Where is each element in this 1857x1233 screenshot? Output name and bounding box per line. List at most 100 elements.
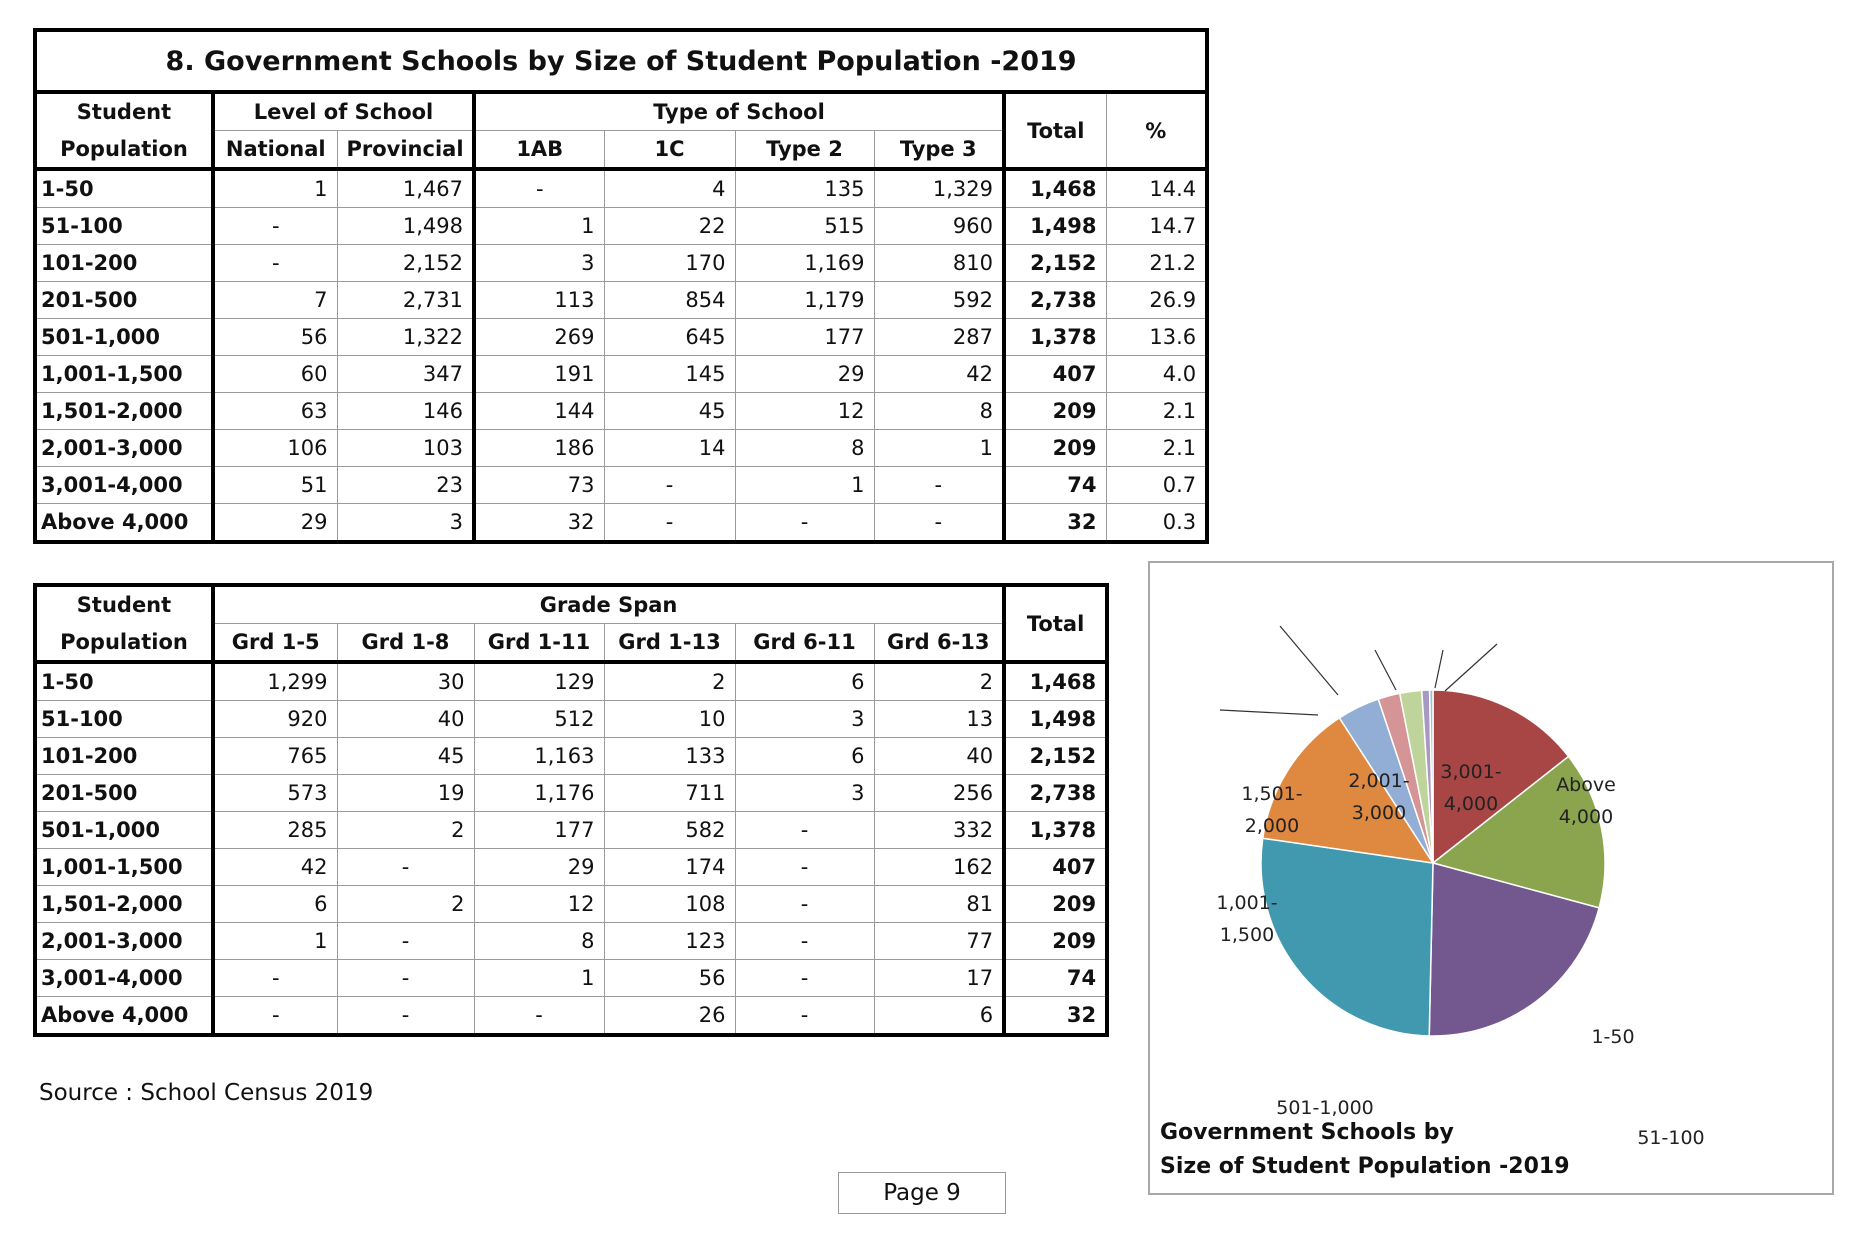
row-label: 3,001-4,000 [34,959,215,997]
table-cell: 2.1 [1105,392,1208,430]
table-cell: 1,329 [873,168,1005,208]
table-cell: 2 [873,661,1005,701]
table-cell: 45 [603,392,736,430]
table-cell: 26 [603,996,736,1036]
table-row: 2,001-3,000 1-8 123-77 209 [34,922,1108,960]
row-label: 51-100 [34,700,215,738]
col-grd-6-11: Grd 6-11 [734,623,875,664]
student-population-header-line2: Population [34,130,215,171]
table-cell: 14.4 [1105,168,1208,208]
total-cell: 2,152 [1002,737,1108,775]
table-cell: - [603,466,736,504]
table-cell: 1 [873,429,1005,467]
table-cell: 0.3 [1105,503,1208,543]
table-cell: 51 [212,466,338,504]
table-cell: 256 [873,774,1005,812]
student-population-header: Student [34,584,215,624]
page-number: Page 9 [838,1172,1006,1214]
table-row: 51-100 920 40 512 10 3 13 1,498 [34,700,1108,738]
total-cell: 32 [1002,503,1107,543]
total-cell: 1,468 [1002,661,1108,701]
pie-chart-svg: 1-5051-100101-200201-500501-1,0001,001-1… [1216,625,1705,1149]
table-cell: 1 [473,959,605,997]
table-cell: 6 [734,661,875,701]
table-row: 1-50 1,299 30 129 2 6 2 1,468 [34,661,1108,701]
pie-label-1-501-2-000: 1,501-2,000 [1241,783,1302,837]
table-cell: - [734,922,875,960]
col-national: National [212,130,338,171]
total-cell: 1,498 [1002,700,1108,738]
table-cell: 1,299 [212,661,338,701]
total-cell: 209 [1002,885,1108,923]
pie-label-1-50: 1-50 [1591,1026,1634,1048]
pie-slice-101-200 [1428,862,1601,1037]
pie-chart: 1-5051-100101-200201-500501-1,0001,001-1… [1148,561,1834,1195]
table-cell: 45 [336,737,475,775]
row-label: 1-50 [34,168,215,208]
table-cell: 60 [212,355,338,393]
total-cell: 407 [1002,848,1108,886]
col-grd-1-8: Grd 1-8 [336,623,475,664]
table-body: 1-50 1,299 30 129 2 6 2 1,468 51-100 920 40 512 10 3 1… [34,661,1108,1036]
pie-slice-201-500 [1260,837,1434,1037]
total-cell: 2,738 [1002,281,1107,319]
table-cell: 920 [212,700,338,738]
table-row: 1,001-1,500 60 347 191 145 29 42 407 4.0 [34,355,1208,393]
table-cell: 8 [873,392,1005,430]
table-cell: 29 [734,355,875,393]
table-cell: 592 [873,281,1005,319]
table-cell: - [734,503,875,543]
table-cell: 81 [873,885,1005,923]
total-cell: 209 [1002,392,1107,430]
table-cell: 645 [603,318,736,356]
table-cell: 40 [873,737,1005,775]
table-cell: 32 [473,503,605,543]
total-cell: 2,152 [1002,244,1107,282]
table-row: 501-1,000 285 2 177 582-332 1,378 [34,811,1108,849]
table-row: 501-1,000 56 1,322 269 645 177 287 1,378 13.6 [34,318,1208,356]
col-provincial: Provincial [336,130,476,171]
total-cell: 74 [1002,959,1108,997]
table-cell: 1 [473,207,605,245]
table-cell: 77 [873,922,1005,960]
pie-label-501-1-000: 501-1,000 [1276,1097,1374,1119]
chart-title-line2: Size of Student Population -2019 [1160,1154,1570,1179]
table-cell: 1,322 [336,318,476,356]
table-cell: 26.9 [1105,281,1208,319]
table-cell: 162 [873,848,1005,886]
table-cell: 108 [603,885,736,923]
table-cell: 711 [603,774,736,812]
school-size-by-grade-span-table: Student Grade Span Total Population Grd … [33,583,1110,1037]
col-grd-1-13: Grd 1-13 [603,623,736,664]
leader-line-1-001-1-500 [1219,709,1319,716]
chart-title: Government Schools by Size of Student Po… [1160,1116,1620,1184]
table-cell: - [734,848,875,886]
pie-label-above-4-000: Above 4,000 [1556,774,1616,828]
row-label: 2,001-3,000 [34,922,215,960]
table-cell: 2.1 [1105,429,1208,467]
total-cell: 1,378 [1002,318,1107,356]
table-cell: 56 [603,959,736,997]
table-row: 101-200-2,152 3 170 1,169 810 2,152 21.2 [34,244,1208,282]
table-cell: 0.7 [1105,466,1208,504]
table-cell: 2 [336,811,475,849]
total-cell: 74 [1002,466,1107,504]
table-cell: 1,498 [336,207,476,245]
row-label: 501-1,000 [34,811,215,849]
col-type-3: Type 3 [873,130,1005,171]
leader-line-2-001-3-000 [1374,649,1397,691]
pie-label-3-001-4-000: 3,001-4,000 [1440,761,1501,815]
source-note: Source : School Census 2019 [39,1080,374,1106]
table-cell: 144 [473,392,605,430]
table-cell: 186 [473,429,605,467]
table-cell: 42 [873,355,1005,393]
total-cell: 32 [1002,996,1108,1036]
table-cell: 3 [473,244,605,282]
table-cell: 113 [473,281,605,319]
table-cell: 8 [473,922,605,960]
row-label: 501-1,000 [34,318,215,356]
student-population-header-line2: Population [34,623,215,664]
table-cell: 4.0 [1105,355,1208,393]
table-row: 3,001-4,000 51 23 73-1-74 0.7 [34,466,1208,504]
table-cell: 854 [603,281,736,319]
